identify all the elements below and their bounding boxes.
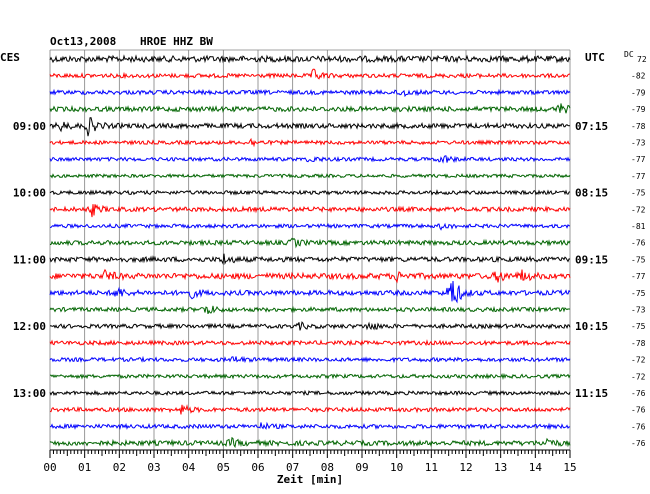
x-tick-label: 04 [182, 461, 196, 474]
seismic-trace-row-8 [49, 189, 571, 196]
dc-offset-label: -73 [631, 306, 646, 315]
seismic-trace-row-22 [49, 421, 571, 431]
dc-offset-label: -76 [631, 389, 646, 398]
dc-offset-label: -72 [631, 356, 646, 365]
x-tick-label: 03 [147, 461, 160, 474]
dc-offset-label: -79 [631, 88, 646, 97]
x-tick-label: 07 [286, 461, 299, 474]
seismic-trace-row-17 [49, 339, 571, 347]
seismic-trace-row-18 [49, 355, 571, 364]
x-tick-label: 06 [251, 461, 264, 474]
dc-offset-label: -78 [631, 339, 646, 348]
seismic-trace-row-12 [49, 253, 571, 266]
dc-offset-label: -77 [631, 272, 646, 281]
dc-offset-label: -76 [631, 406, 646, 415]
left-time-label: 10:00 [13, 187, 46, 200]
seismic-trace-row-23 [49, 436, 571, 449]
right-time-label: 09:15 [575, 253, 608, 266]
x-tick-label: 12 [459, 461, 472, 474]
dc-offset-label: -82 [631, 72, 646, 81]
seismic-trace-row-21 [49, 404, 571, 415]
dc-offset-label: -77 [631, 155, 646, 164]
seismic-trace-row-0 [49, 54, 571, 64]
grid-lines [49, 49, 571, 450]
right-time-label: 07:15 [575, 120, 608, 133]
left-timezone-label: CES [0, 51, 20, 64]
x-tick-label: 15 [563, 461, 576, 474]
dc-offset-label: -72 [631, 372, 646, 381]
left-time-label: 11:00 [13, 253, 46, 266]
dc-offset-label: -75 [631, 189, 646, 198]
seismic-trace-row-5 [49, 137, 571, 148]
seismic-traces [49, 54, 571, 449]
seismic-trace-row-7 [49, 172, 571, 179]
dc-offset-label: -81 [631, 222, 646, 231]
x-axis: 00 01 02 03 04 05 06 07 08 09 10 11 12 13 14 15 [43, 449, 577, 474]
left-time-label: 13:00 [13, 387, 46, 400]
dc-offset-label: 72 [637, 55, 647, 64]
right-time-label: 10:15 [575, 320, 608, 333]
dc-offset-label: -73 [631, 139, 646, 148]
seismic-trace-row-11 [49, 237, 571, 249]
dc-offset-label: -75 [631, 289, 646, 298]
dc-offset-label: -76 [631, 439, 646, 448]
x-tick-label: 14 [529, 461, 543, 474]
x-tick-label: 08 [321, 461, 334, 474]
left-time-label: 09:00 [13, 120, 46, 133]
dc-offset-label: -75 [631, 255, 646, 264]
seismic-trace-row-6 [49, 155, 571, 164]
seismic-trace-row-16 [49, 321, 571, 331]
seismic-trace-row-20 [49, 389, 571, 397]
dc-offset-label: -76 [631, 239, 646, 248]
right-timezone-label: UTC [585, 51, 605, 64]
axis-labels: 09:00 10:00 11:00 12:00 13:00 07:15 08:15 09:15… [13, 55, 647, 448]
x-tick-label: 01 [78, 461, 91, 474]
right-time-label: 08:15 [575, 187, 608, 200]
x-tick-label: 09 [355, 461, 368, 474]
seismic-trace-row-2 [49, 88, 571, 98]
x-axis-label: Zeit [min] [277, 473, 343, 486]
seismic-trace-row-1 [49, 68, 570, 80]
chart-date: Oct13,2008 [50, 35, 116, 48]
dc-header-label: DC [624, 50, 634, 59]
x-tick-label: 11 [425, 461, 438, 474]
dc-offset-label: -75 [631, 322, 646, 331]
seismic-trace-row-3 [49, 103, 571, 114]
dc-offset-label: -79 [631, 105, 646, 114]
x-tick-label: 13 [494, 461, 507, 474]
x-tick-label: 00 [43, 461, 56, 474]
seismic-trace-row-13 [49, 268, 571, 284]
x-tick-label: 02 [113, 461, 126, 474]
x-tick-label: 05 [217, 461, 230, 474]
dc-offset-label: -72 [631, 205, 646, 214]
seismic-trace-row-15 [49, 305, 571, 315]
chart-station: HROE HHZ BW [140, 35, 213, 48]
seismic-trace-row-14 [49, 280, 571, 304]
x-tick-label: 10 [390, 461, 403, 474]
dc-offset-label: -76 [631, 422, 646, 431]
seismic-trace-row-4 [49, 117, 571, 137]
left-time-label: 12:00 [13, 320, 46, 333]
dc-offset-label: -78 [631, 122, 646, 131]
seismic-trace-row-19 [49, 372, 571, 380]
right-time-label: 11:15 [575, 387, 608, 400]
seismic-trace-row-9 [49, 204, 571, 218]
dc-offset-label: -77 [631, 172, 646, 181]
seismic-trace-row-10 [50, 222, 571, 231]
